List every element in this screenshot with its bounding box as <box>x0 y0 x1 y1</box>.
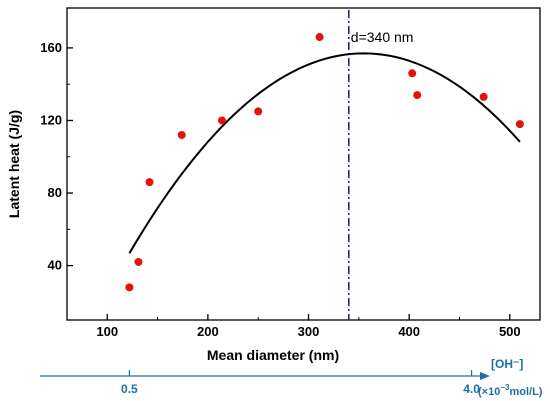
x-tick-label: 100 <box>96 324 118 339</box>
axis-ticks: 100 200 300 400 500 40 80 120 160 <box>40 40 520 339</box>
secondary-axis-arrow <box>480 372 490 380</box>
data-point <box>413 91 422 100</box>
unit-prefix: (×10 <box>478 386 500 398</box>
x-tick-label: 400 <box>398 324 420 339</box>
data-point <box>125 283 134 292</box>
reference-line-label: d=340 nm <box>351 29 414 45</box>
x-axis-label: Mean diameter (nm) <box>207 347 339 363</box>
y-axis-label: Latent heat (J/g) <box>6 110 22 218</box>
data-point <box>315 33 324 42</box>
data-point <box>217 116 226 125</box>
y-tick-label: 160 <box>40 40 62 55</box>
unit-suffix: mol/L) <box>509 386 542 398</box>
data-point <box>515 120 524 129</box>
fit-curve <box>128 52 521 254</box>
x-tick-label: 500 <box>499 324 521 339</box>
data-point <box>134 257 143 266</box>
y-tick-label: 80 <box>48 185 62 200</box>
x-tick-label: 200 <box>197 324 219 339</box>
y-tick-label: 120 <box>40 112 62 127</box>
plot-area: 100 200 300 400 500 40 80 120 160 d=340 nm <box>40 7 541 339</box>
secondary-tick-label: 4.0 <box>463 382 480 396</box>
data-point <box>177 130 186 139</box>
secondary-axis: 0.5 4.0 [OH⁻] (×10−3mol/L) <box>40 357 543 398</box>
data-point <box>479 92 488 101</box>
data-points <box>125 33 524 292</box>
plot-frame <box>66 7 541 321</box>
secondary-axis-unit: (×10−3mol/L) <box>478 383 543 398</box>
y-tick-label: 40 <box>48 258 62 273</box>
data-point <box>408 69 417 78</box>
secondary-tick-label: 0.5 <box>121 382 138 396</box>
data-point <box>254 107 263 116</box>
x-tick-label: 300 <box>298 324 320 339</box>
data-point <box>145 178 154 187</box>
unit-exponent: −3 <box>500 383 510 392</box>
secondary-axis-ticks: 0.5 4.0 <box>121 370 480 396</box>
secondary-axis-label: [OH⁻] <box>491 357 523 371</box>
